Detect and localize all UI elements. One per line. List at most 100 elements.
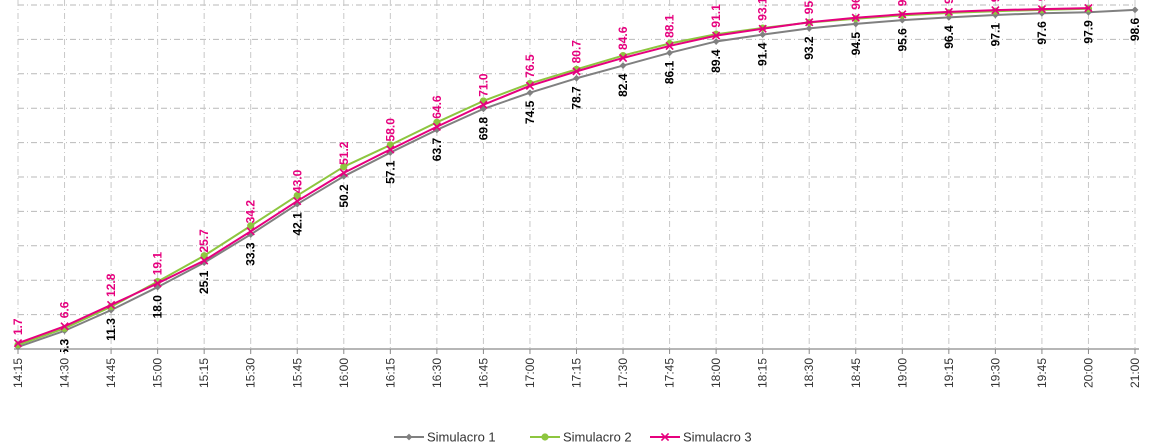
series-marker xyxy=(573,74,580,82)
series-marker xyxy=(991,5,1000,15)
series-marker xyxy=(1084,3,1093,13)
series-marker xyxy=(665,41,674,51)
series-simulacro-1 xyxy=(14,6,1139,351)
x-tick-label: 14:30 xyxy=(58,358,72,388)
data-label-simulacro-3: 88.1 xyxy=(663,14,677,38)
series-marker xyxy=(1037,4,1047,14)
x-tick-label: 21:00 xyxy=(1128,358,1142,388)
series-marker xyxy=(805,18,814,27)
series-marker xyxy=(433,126,441,134)
series-marker xyxy=(572,67,581,76)
series-marker xyxy=(618,53,628,63)
data-label-simulacro-3: 93.1 xyxy=(756,0,770,21)
data-label-simulacro-3: 98.5 xyxy=(988,0,1002,2)
data-label-simulacro-1: 91.4 xyxy=(756,42,770,66)
x-tick-label: 15:15 xyxy=(197,358,211,388)
data-label-simulacro-1: 5.3 xyxy=(58,338,72,355)
data-label-simulacro-3: 96.3 xyxy=(849,0,863,10)
data-label-simulacro-1: 86.1 xyxy=(663,60,677,84)
series-marker xyxy=(852,20,860,28)
series-marker xyxy=(711,31,721,40)
x-tick-label: 14:15 xyxy=(11,358,25,388)
x-tick-label: 16:15 xyxy=(383,358,397,388)
x-tick-label: 17:00 xyxy=(523,358,537,388)
data-label-simulacro-1: 89.4 xyxy=(709,49,723,73)
x-tick-label: 14:45 xyxy=(104,358,118,388)
x-tick-label: 17:30 xyxy=(616,358,630,388)
data-label-simulacro-1: 18.0 xyxy=(151,295,165,319)
series-marker xyxy=(944,7,953,17)
data-label-simulacro-3: 97.3 xyxy=(895,0,909,6)
data-label-simulacro-3: 71.0 xyxy=(476,73,490,97)
series-marker xyxy=(153,279,162,288)
x-tick-label: 18:30 xyxy=(802,358,816,388)
data-label-simulacro-3: 84.6 xyxy=(616,26,630,50)
data-label-simulacro-3: 12.8 xyxy=(104,273,118,297)
series-marker xyxy=(432,122,442,131)
series-marker xyxy=(479,100,488,109)
series-line xyxy=(17,7,1089,346)
x-tick-label: 19:45 xyxy=(1035,358,1049,388)
x-tick-label: 15:00 xyxy=(151,358,165,388)
x-tick-label: 18:00 xyxy=(709,358,723,388)
x-tick-label: 16:00 xyxy=(337,358,351,388)
series-marker xyxy=(200,256,209,265)
x-tick-label: 19:30 xyxy=(988,358,1002,388)
series-marker xyxy=(339,168,348,178)
series-line xyxy=(17,7,1089,345)
data-label-simulacro-1: 57.1 xyxy=(383,160,397,184)
x-tick-label: 18:45 xyxy=(849,358,863,388)
series-marker xyxy=(712,38,720,45)
x-tick-label: 19:00 xyxy=(895,358,909,388)
legend-label: Simulacro 2 xyxy=(563,430,632,445)
series-marker xyxy=(526,89,534,97)
series-marker xyxy=(805,24,813,32)
data-label-simulacro-3: 25.7 xyxy=(197,229,211,253)
x-tick-label: 17:15 xyxy=(570,358,584,388)
gridlines xyxy=(17,0,1136,350)
series-marker xyxy=(340,163,348,171)
series-marker xyxy=(759,31,767,38)
data-label-simulacro-1: 78.7 xyxy=(570,86,584,110)
x-axis: 14:15 14:30 14:45 15:00 15:15 15:30 15:45 16:00… xyxy=(11,348,1142,388)
legend-item: Simulacro 2 xyxy=(530,430,632,445)
data-label-simulacro-1: 74.5 xyxy=(523,100,537,124)
data-labels: 0.65.311.318.025.133.342.150.257.163.769… xyxy=(11,0,1142,355)
data-label-simulacro-3: 19.1 xyxy=(151,252,165,276)
legend: Simulacro 1 Simulacro 2 Simulacro 3 xyxy=(394,430,752,445)
data-label-simulacro-3: 58.0 xyxy=(383,118,397,142)
data-label-simulacro-1: 93.2 xyxy=(802,36,816,60)
data-label-simulacro-3: 1.7 xyxy=(11,318,25,335)
series-marker xyxy=(60,322,69,331)
legend-item: Simulacro 1 xyxy=(394,430,496,445)
series-marker xyxy=(525,81,535,91)
data-label-simulacro-1: 69.8 xyxy=(476,117,490,141)
data-label-simulacro-3: 98.0 xyxy=(942,0,956,4)
data-label-simulacro-1: 96.4 xyxy=(942,25,956,49)
series-marker xyxy=(200,259,208,267)
data-label-simulacro-3: 76.5 xyxy=(523,54,537,78)
data-label-simulacro-3: 80.7 xyxy=(570,40,584,64)
data-label-simulacro-3: 34.2 xyxy=(244,200,258,224)
data-label-simulacro-1: 97.9 xyxy=(1081,20,1095,44)
data-label-simulacro-3: 64.6 xyxy=(430,95,444,119)
legend-label: Simulacro 3 xyxy=(683,430,752,445)
series-marker xyxy=(200,252,208,260)
series-marker xyxy=(666,49,673,57)
series-marker xyxy=(758,24,767,33)
data-label-simulacro-1: 98.6 xyxy=(1128,17,1142,41)
series-marker xyxy=(386,145,395,154)
data-label-simulacro-3: 51.2 xyxy=(337,141,351,165)
series-simulacro-3 xyxy=(13,3,1093,348)
series-marker xyxy=(660,432,670,442)
data-label-simulacro-3: 91.1 xyxy=(709,4,723,28)
x-tick-label: 16:45 xyxy=(476,358,490,388)
x-tick-label: 18:15 xyxy=(756,358,770,388)
legend-item: Simulacro 3 xyxy=(650,430,752,445)
series-lines xyxy=(13,3,1139,351)
x-tick-label: 15:30 xyxy=(244,358,258,388)
data-label-simulacro-3: 95.0 xyxy=(802,0,816,14)
data-label-simulacro-1: 82.4 xyxy=(616,73,630,97)
